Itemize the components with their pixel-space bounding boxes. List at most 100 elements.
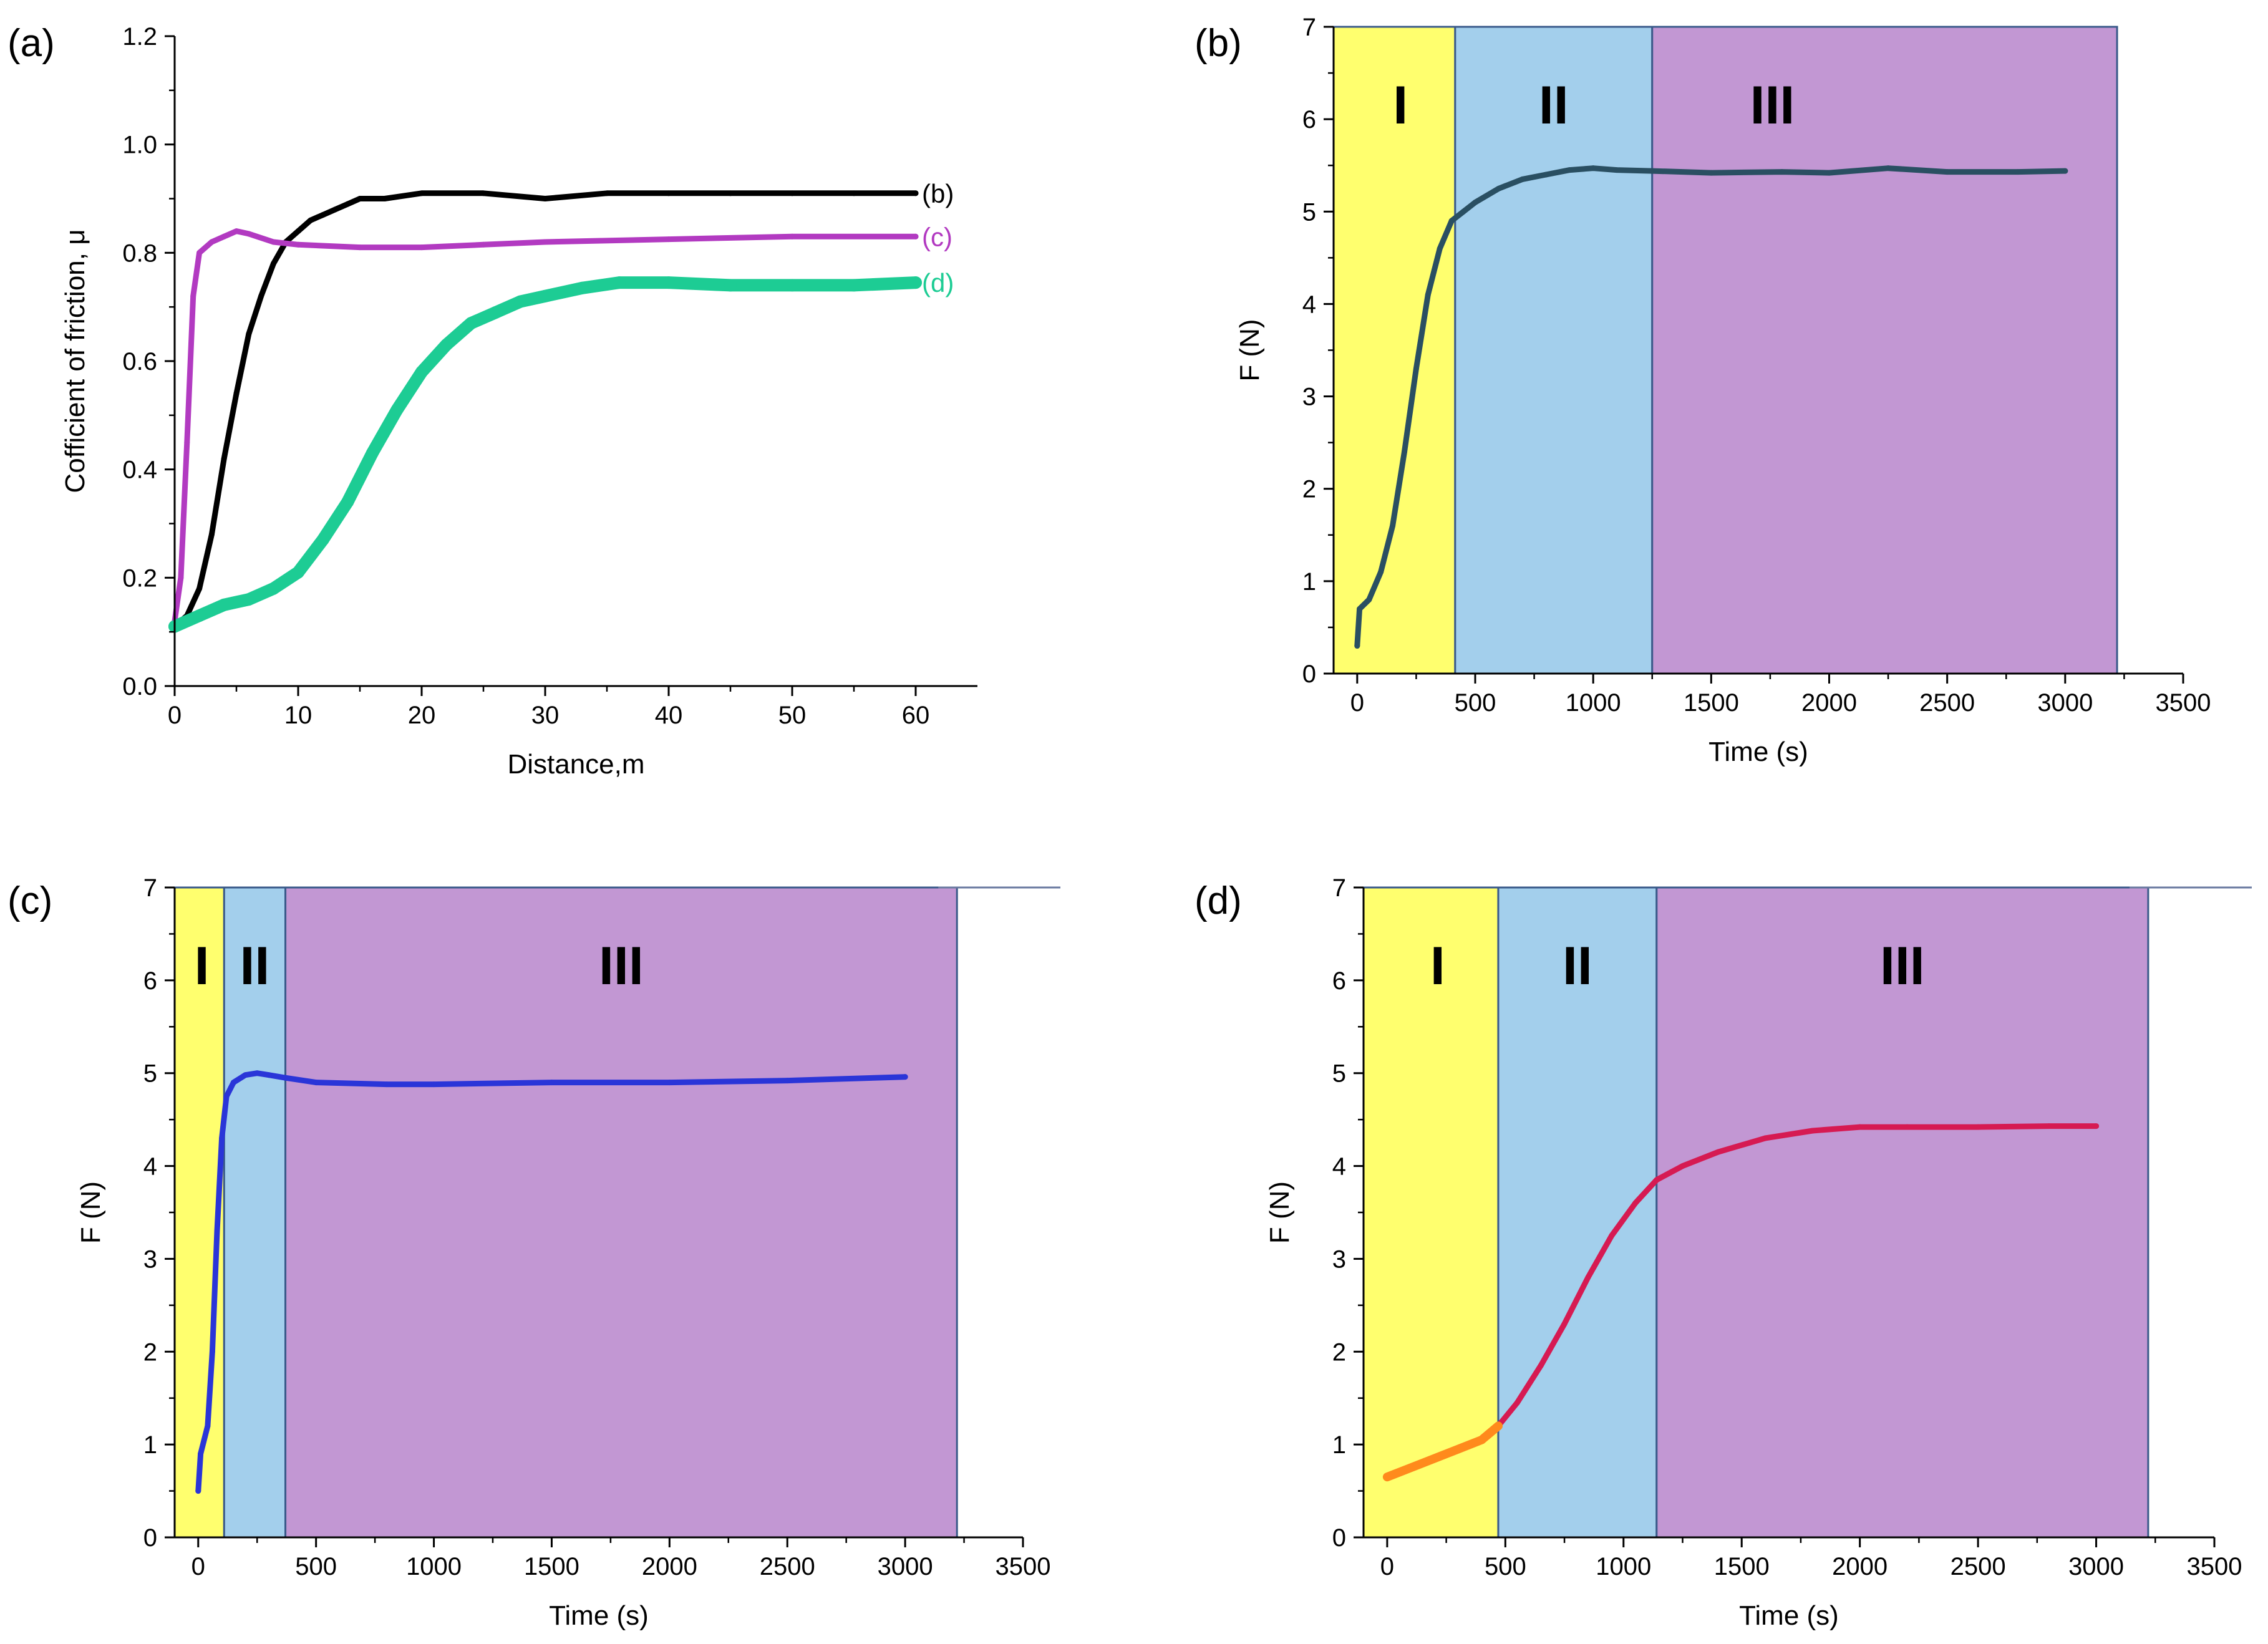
data-point-b-1-19 — [1708, 170, 1714, 176]
data-point-d-1-11 — [1632, 1200, 1639, 1206]
x-tick-label-a-3: 30 — [531, 702, 560, 729]
series-a-3 — [168, 276, 922, 633]
data-point-a-2-14 — [542, 239, 548, 245]
data-point-a-3-9 — [390, 404, 404, 417]
data-point-c-1-10 — [266, 1072, 272, 1078]
y-tick-label-b-7: 7 — [1302, 14, 1316, 41]
data-point-a-2-4 — [196, 249, 203, 256]
data-point-c-1-4 — [214, 1228, 220, 1234]
y-tick-label-d-1: 1 — [1332, 1431, 1346, 1459]
data-point-b-1-16 — [1590, 165, 1596, 172]
y-tick-label-b-6: 6 — [1302, 106, 1316, 133]
data-point-b-1-3 — [1378, 569, 1384, 575]
x-tick-label-a-1: 10 — [284, 702, 313, 729]
x-tick-label-a-5: 50 — [778, 702, 807, 729]
data-point-d-1-18 — [1904, 1124, 1910, 1130]
y-tick-label-d-2: 2 — [1332, 1338, 1346, 1366]
region-b-2 — [1454, 26, 1654, 675]
data-point-a-2-12 — [419, 244, 425, 251]
data-point-a-3-5 — [292, 566, 304, 579]
x-axis-label-a: Distance,m — [507, 749, 644, 780]
data-point-a-1-15 — [357, 196, 363, 201]
y-tick-label-d-6: 6 — [1332, 967, 1346, 995]
data-point-a-2-10 — [295, 241, 301, 248]
series-b-1 — [1354, 165, 2068, 649]
data-point-a-1-20 — [604, 190, 610, 196]
data-point-b-1-0 — [1354, 643, 1360, 649]
data-point-d-1-7 — [1538, 1363, 1544, 1369]
data-point-a-1-6 — [246, 331, 252, 337]
data-point-c-1-11 — [283, 1075, 289, 1081]
data-point-b-1-14 — [1543, 172, 1549, 178]
y-tick-label-d-7: 7 — [1332, 874, 1346, 902]
panel-letter-d: (d) — [1195, 879, 1242, 922]
data-point-a-3-2 — [218, 598, 231, 611]
y-tick-label-c-0: 0 — [143, 1524, 157, 1552]
y-axis-label-b: F (N) — [1234, 319, 1265, 381]
x-tick-label-d-1: 500 — [1485, 1553, 1526, 1580]
y-tick-label-b-1: 1 — [1302, 568, 1316, 596]
x-tick-label-b-6: 3000 — [2037, 689, 2093, 717]
series-start-segment-d — [1382, 1421, 1503, 1482]
data-point-c-1-7 — [230, 1080, 236, 1086]
data-point-b-1-1 — [1357, 606, 1363, 612]
data-point-a-1-11 — [308, 217, 314, 223]
data-point-b-1-5 — [1402, 448, 1407, 455]
data-point-a-3-10 — [415, 365, 428, 379]
data-point-c-1-9 — [254, 1070, 260, 1076]
x-tick-label-c-2: 1000 — [406, 1553, 462, 1580]
x-tick-label-c-4: 2000 — [642, 1553, 697, 1580]
series-a-1 — [172, 190, 919, 629]
region-d-3 — [1655, 886, 2149, 1539]
data-point-a-1-24 — [851, 190, 857, 196]
y-tick-label-c-7: 7 — [143, 874, 157, 902]
region-label-c-2: II — [240, 936, 270, 996]
data-point-a-1-19 — [542, 196, 548, 201]
x-tick-label-a-4: 40 — [655, 702, 683, 729]
data-point-b-1-2 — [1366, 596, 1372, 602]
data-point-b-1-13 — [1519, 176, 1526, 182]
y-tick-label-c-4: 4 — [143, 1153, 157, 1181]
series-name-a-3: (d) — [922, 268, 954, 297]
x-tick-label-b-1: 500 — [1455, 689, 1496, 717]
data-point-a-2-2 — [184, 439, 190, 445]
x-tick-label-d-4: 2000 — [1832, 1553, 1888, 1580]
y-tick-label-a-6: 1.2 — [122, 23, 157, 51]
y-tick-label-b-5: 5 — [1302, 198, 1316, 226]
data-point-a-3-15 — [539, 289, 551, 302]
x-tick-label-d-0: 0 — [1380, 1553, 1394, 1580]
x-tick-label-d-3: 1500 — [1714, 1553, 1770, 1580]
data-point-c-1-0 — [195, 1488, 201, 1494]
y-tick-label-a-4: 0.8 — [122, 239, 157, 267]
data-point-b-1-20 — [1779, 169, 1785, 175]
data-point-a-3-7 — [341, 495, 354, 508]
x-tick-label-b-7: 3500 — [2156, 689, 2211, 717]
data-point-a-2-13 — [480, 241, 487, 248]
x-tick-label-c-1: 500 — [295, 1553, 337, 1580]
data-point-c-1-8 — [242, 1072, 248, 1078]
data-point-a-1-25 — [913, 190, 919, 196]
data-point-c-1-1 — [198, 1451, 204, 1457]
data-point-a-2-17 — [913, 233, 919, 239]
data-point-b-1-21 — [1826, 170, 1832, 176]
data-point-d-1-13 — [1680, 1163, 1685, 1169]
x-tick-label-b-5: 2500 — [1919, 689, 1975, 717]
data-point-a-3-3 — [242, 593, 255, 606]
data-point-b-1-24 — [2015, 169, 2021, 175]
data-point-b-1-12 — [1496, 185, 1502, 191]
x-tick-label-c-5: 2500 — [760, 1553, 815, 1580]
x-tick-label-d-2: 1000 — [1596, 1553, 1651, 1580]
region-label-b-2: II — [1539, 75, 1569, 135]
y-tick-label-c-3: 3 — [143, 1245, 157, 1273]
data-point-a-2-8 — [246, 231, 252, 237]
y-tick-label-b-0: 0 — [1302, 660, 1316, 688]
y-tick-label-a-3: 0.6 — [122, 348, 157, 375]
panel-a: (a) (b) (c) (d) 0 10 20 30 40 50 60 0.0 0.2 0.4 0.6 0.8… — [7, 22, 977, 780]
data-point-a-2-7 — [233, 228, 240, 235]
y-tick-label-a-1: 0.2 — [122, 564, 157, 592]
data-point-b-1-23 — [1944, 169, 1951, 175]
data-point-b-1-9 — [1448, 218, 1455, 224]
series-d-1 — [1382, 1123, 2100, 1482]
region-label-d-1: I — [1430, 936, 1445, 996]
